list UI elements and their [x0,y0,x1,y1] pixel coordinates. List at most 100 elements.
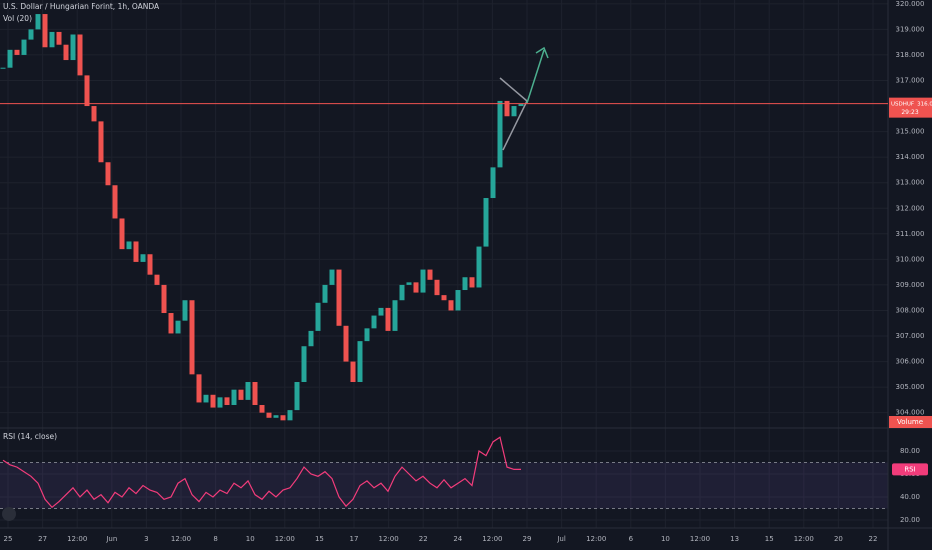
candle [343,325,349,362]
candle [259,405,265,413]
x-tick-label: 17 [350,535,359,543]
candle [231,389,237,406]
candle [70,34,76,61]
y-tick-label: 311.000 [896,230,925,238]
rsi-tick-label: 80.00 [900,447,920,455]
candle [112,185,118,219]
x-tick-label: 12:00 [275,535,295,543]
candle [210,394,216,408]
candle [462,277,468,291]
candle [203,394,209,403]
candle [0,67,6,69]
candle [476,246,482,288]
candle [420,269,426,293]
candle [287,410,293,421]
candle [497,100,503,168]
candle [490,167,496,199]
x-tick-label: 3 [144,535,148,543]
candle [161,284,167,314]
candle [273,415,279,418]
candle [427,269,433,280]
candle [280,415,286,421]
x-tick-label: 8 [213,535,217,543]
price-tag-bg [889,97,932,118]
candle [238,389,244,400]
candle [315,302,321,331]
candle [378,307,384,316]
candle [308,330,314,347]
x-tick-label: 24 [453,535,462,543]
candle [119,218,125,250]
candle [301,346,307,383]
candle [28,29,34,40]
y-tick-label: 305.000 [896,383,925,391]
y-tick-label: 314.000 [896,153,925,161]
candle [518,103,524,107]
rsi-tag: RSI [904,465,915,473]
candle [336,269,342,326]
candle [350,361,356,383]
rsi-title: RSI (14, close) [3,432,57,441]
x-tick-label: Jun [105,535,117,543]
x-tick-label: 6 [629,535,634,543]
candle [469,277,475,288]
candle [371,315,377,329]
candle [189,300,195,375]
volume-tag-bg [889,416,932,428]
arrow-head [535,46,549,59]
x-tick-label: 12:00 [171,535,191,543]
x-tick-label: 10 [246,535,255,543]
candle [49,31,55,48]
candle [357,341,363,383]
candle [322,284,328,303]
candle [7,49,13,68]
candle [441,295,447,301]
y-tick-label: 313.000 [896,179,925,187]
volume-tag: Volume [897,418,923,426]
candle [448,300,454,311]
volume-label: Vol (20) [3,14,32,23]
rsi-tag-bg [892,463,928,476]
y-tick-label: 307.000 [896,332,925,340]
x-tick-label: 13 [730,535,739,543]
y-tick-label: 317.000 [896,76,925,84]
candle [84,75,90,107]
x-tick-label: 12:00 [67,535,87,543]
candle [392,300,398,331]
y-tick-label: 319.000 [896,25,925,33]
x-tick-label: 12:00 [379,535,399,543]
x-tick-label: 12:00 [794,535,814,543]
x-tick-label: 10 [661,535,670,543]
chart-title: U.S. Dollar / Hungarian Forint, 1h, OAND… [3,2,160,11]
candle [196,374,202,403]
x-tick-label: 25 [4,535,13,543]
candle [364,328,370,342]
candle [434,279,440,296]
y-tick-label: 310.000 [896,255,925,263]
candles [0,14,524,421]
rsi-line [2,436,521,509]
candle [91,106,97,122]
rsi-band [0,462,888,509]
logo[interactable] [2,507,16,521]
candle [133,241,139,262]
candle [56,31,62,45]
y-tick-label: 318.000 [896,51,925,59]
candle [154,274,160,285]
grid [0,0,888,528]
candle [511,106,517,117]
y-tick-label: 320.000 [896,0,925,8]
candle [42,14,48,48]
candle [413,282,419,293]
candle [35,14,41,30]
candle [329,269,335,285]
candle [483,198,489,247]
candle [147,254,153,275]
candle [77,34,83,76]
current-price-label: 316.094 [917,101,932,107]
x-tick-label: 15 [765,535,774,543]
